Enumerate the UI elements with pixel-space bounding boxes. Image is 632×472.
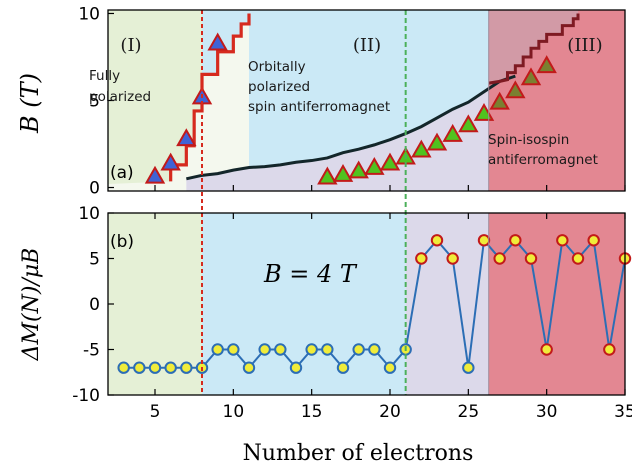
data-point <box>571 252 585 265</box>
data-point <box>305 343 318 356</box>
data-point <box>258 343 271 356</box>
annotation-antiferromagnet: antiferromagnet <box>488 152 598 168</box>
x-tick-label: 25 <box>458 402 480 422</box>
x-tick-label: 20 <box>379 402 401 422</box>
dark-staircase-line <box>186 74 516 181</box>
fully-polarized-fill <box>108 13 249 191</box>
data-point <box>164 361 177 374</box>
y-tick-label-b: -10 <box>72 386 100 406</box>
data-point <box>352 343 365 356</box>
triangle-marker-green <box>317 166 338 185</box>
panel-a-y-ticks: 0 5 10 <box>78 4 626 199</box>
x-tick-label: 30 <box>536 402 558 422</box>
panel-a-lines <box>169 13 580 182</box>
triangle-marker-green <box>379 152 401 171</box>
data-point <box>242 361 256 374</box>
data-point <box>556 234 569 247</box>
data-point <box>180 361 193 374</box>
x-tick-label: 15 <box>301 402 323 422</box>
y-tick-label-b: 10 <box>78 204 100 224</box>
y-tick-label-b: 0 <box>89 295 100 315</box>
mixed-region-fill <box>186 84 489 191</box>
y-tick-label-a: 5 <box>89 92 100 112</box>
data-point <box>383 361 397 374</box>
panel-a-backgrounds <box>108 10 625 191</box>
data-point <box>274 343 287 356</box>
panel-b-label: (b) <box>110 232 134 252</box>
annotation-fully: Fully <box>89 68 120 84</box>
panel-b-ticks: 10 5 0 -5 -10 5 10 15 20 25 30 35 <box>72 204 632 422</box>
triangle-marker-olive <box>536 55 557 74</box>
triangle-marker-green <box>411 139 432 158</box>
data-point <box>524 252 538 265</box>
mixed-band-b <box>405 213 489 395</box>
data-point <box>321 343 334 356</box>
y-tick-label-b: -5 <box>83 341 100 361</box>
data-point <box>462 361 475 374</box>
data-point <box>368 343 381 356</box>
y-axis-title-a: B (T) <box>16 73 44 134</box>
data-point <box>289 361 303 374</box>
data-point <box>477 234 491 247</box>
data-point <box>117 361 130 374</box>
data-point <box>587 234 600 247</box>
dark-red-staircase-line <box>488 13 580 85</box>
triangle-marker-blue <box>207 32 228 51</box>
data-point <box>540 343 553 356</box>
triangle-marker-olive <box>489 91 510 110</box>
panel-b-markers <box>117 234 632 374</box>
data-point <box>211 343 224 356</box>
annotation-spin-antiferromagnet: spin antiferromagnet <box>248 99 390 115</box>
triangle-marker-blue <box>144 165 166 184</box>
region-2-band-b <box>202 213 406 395</box>
data-point <box>446 252 459 265</box>
x-axis-title: Number of electrons <box>243 441 474 466</box>
data-point <box>430 234 444 247</box>
triangle-marker-blue <box>160 152 181 171</box>
triangle-marker-olive <box>520 67 542 86</box>
x-tick-label: 10 <box>223 402 245 422</box>
region-label-i: (I) <box>120 35 141 56</box>
phase-boundaries <box>201 10 490 395</box>
y-axis-title-b: ΔM(N)/μB <box>19 248 44 362</box>
data-point <box>603 343 616 356</box>
panel-a-label: (a) <box>110 163 134 183</box>
data-point <box>148 361 162 374</box>
annotation-orbitally: Orbitally <box>248 59 306 75</box>
panel-b-backgrounds <box>108 213 625 395</box>
data-point <box>493 252 506 265</box>
annotation-polarized-2: polarized <box>248 79 310 95</box>
triangle-marker-green <box>442 123 463 142</box>
field-annotation: B = 4 T <box>263 260 358 288</box>
triangle-marker-green <box>364 156 385 175</box>
x-tick-label: 35 <box>614 402 632 422</box>
triangle-marker-green <box>348 160 369 179</box>
region-label-ii: (II) <box>353 35 381 56</box>
y-tick-label-a: 0 <box>89 179 100 199</box>
data-point <box>415 252 428 265</box>
triangle-marker-olive <box>505 80 526 99</box>
triangle-marker-green <box>426 132 448 151</box>
x-tick-label: 5 <box>150 402 161 422</box>
annotation-polarized-1: polarized <box>89 89 151 105</box>
data-point <box>227 343 240 356</box>
region-3-upper-fill <box>488 10 578 84</box>
region-label-iii: (III) <box>567 35 602 56</box>
triangle-marker-green <box>458 114 479 133</box>
data-point <box>509 234 522 247</box>
annotation-spin-isospin: Spin-isospin <box>488 132 569 148</box>
y-tick-label-a: 10 <box>78 4 100 24</box>
triangle-marker-green <box>332 163 354 182</box>
red-staircase-line <box>169 13 251 182</box>
triangle-marker-blue <box>176 128 197 147</box>
y-tick-label-b: 5 <box>89 250 100 270</box>
data-point <box>336 361 350 374</box>
data-point <box>133 361 146 374</box>
